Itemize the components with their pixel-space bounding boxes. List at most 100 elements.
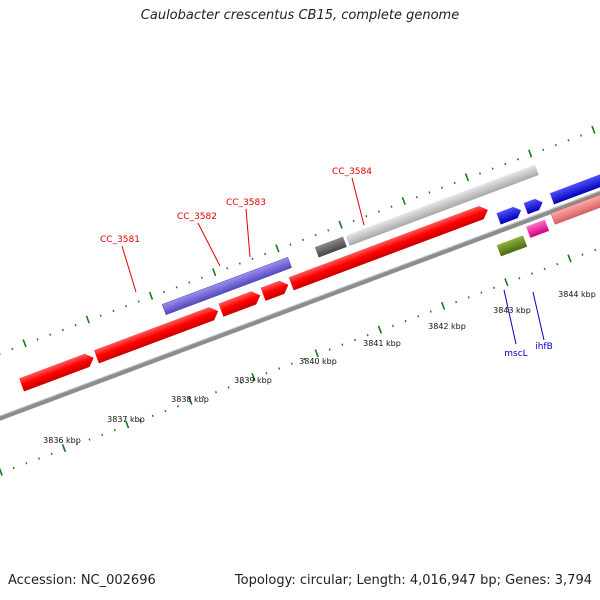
inner-minor-tick	[341, 343, 344, 346]
outer-minor-tick	[542, 148, 545, 151]
inner-minor-tick	[543, 267, 546, 271]
outer-minor-tick	[137, 300, 140, 303]
inner-minor-tick	[50, 452, 53, 455]
gene-label-ihfb: ihfB	[535, 342, 553, 352]
inner-minor-tick	[429, 310, 432, 313]
inner-minor-tick	[556, 262, 559, 266]
outer-minor-tick	[188, 281, 191, 284]
inner-minor-tick	[139, 419, 142, 422]
outer-minor-tick	[554, 143, 557, 147]
inner-major-tick	[251, 372, 256, 381]
scale-label-3844: 3844 kbp	[558, 290, 596, 299]
inner-minor-tick	[417, 315, 420, 318]
outer-major-tick	[212, 268, 217, 277]
outer-minor-tick	[238, 262, 241, 265]
blast-hit-gray[interactable]	[345, 164, 539, 246]
scale-labels: 3836 kbp 3837 kbp 3838 kbp 3839 kbp 3840…	[43, 290, 596, 445]
outer-minor-tick	[441, 186, 444, 189]
genome-backbone-highlight	[0, 123, 600, 424]
gene-label-cc3581: CC_3581	[100, 235, 140, 245]
inner-major-tick	[0, 467, 3, 476]
feature-green[interactable]	[496, 235, 528, 257]
leader-ihfb	[532, 291, 545, 341]
blast-hit-purple[interactable]	[161, 257, 292, 316]
inner-minor-tick	[101, 433, 104, 436]
outer-tick-ring	[0, 125, 596, 355]
outer-minor-tick	[580, 134, 583, 137]
outer-minor-tick	[175, 286, 178, 289]
outer-minor-tick	[49, 333, 52, 336]
outer-major-tick	[338, 220, 343, 229]
genome-summary: Topology: circular; Length: 4,016,947 bp…	[234, 573, 592, 588]
inner-minor-tick	[164, 409, 167, 413]
inner-minor-tick	[391, 324, 394, 327]
outer-minor-tick	[36, 338, 39, 341]
leader-mscl	[503, 289, 517, 345]
inner-major-tick	[61, 444, 67, 453]
leader-cc3581	[121, 245, 137, 293]
cds-arrow-cc3584[interactable]	[288, 204, 491, 291]
inner-minor-tick	[214, 390, 217, 394]
inner-major-tick	[314, 349, 319, 358]
blast-hit-dark[interactable]	[314, 236, 347, 258]
cds-arrow-cc3581[interactable]	[94, 305, 221, 364]
scale-label-3842: 3842 kbp	[428, 322, 466, 331]
inner-minor-tick	[12, 466, 15, 470]
outer-minor-tick	[415, 196, 418, 199]
cds-arrow-1[interactable]	[19, 351, 96, 392]
inner-minor-tick	[594, 248, 597, 252]
outer-minor-tick	[251, 257, 254, 261]
accession-label: Accession: NC_002696	[8, 573, 156, 588]
outer-major-tick	[464, 173, 470, 182]
leader-cc3582	[197, 222, 221, 267]
gene-arrow-ihfb[interactable]	[523, 197, 545, 215]
outer-minor-tick	[491, 167, 494, 170]
leader-cc3584	[351, 177, 365, 226]
outer-major-tick	[22, 339, 27, 348]
inner-minor-tick	[265, 371, 268, 375]
outer-minor-tick	[365, 214, 368, 218]
gene-arrow-blue-right[interactable]	[549, 160, 600, 205]
outer-minor-tick	[390, 205, 393, 208]
outer-minor-tick	[314, 233, 317, 237]
inner-minor-tick	[480, 291, 483, 294]
outer-minor-tick	[352, 219, 355, 223]
inner-minor-tick	[493, 286, 496, 290]
outer-minor-tick	[61, 328, 64, 332]
outer-minor-tick	[289, 243, 292, 246]
scale-label-3843: 3843 kbp	[493, 306, 531, 315]
gene-arrow-mscl[interactable]	[496, 205, 524, 225]
genome-backbone	[0, 123, 600, 427]
inner-minor-tick	[455, 300, 458, 304]
inner-minor-tick	[88, 438, 91, 441]
outer-minor-tick	[504, 162, 507, 166]
inner-major-tick	[440, 301, 446, 310]
feature-pink[interactable]	[526, 219, 550, 238]
outer-minor-tick	[516, 158, 519, 161]
outer-minor-tick	[264, 252, 267, 256]
outer-minor-tick	[162, 290, 166, 294]
outer-minor-tick	[327, 229, 330, 232]
cds-arrow-cc3582[interactable]	[218, 289, 263, 317]
scale-label-3841: 3841 kbp	[363, 339, 401, 348]
inner-minor-tick	[581, 253, 584, 256]
gene-label-mscl: mscL	[504, 349, 527, 359]
cds-arrow-cc3583[interactable]	[260, 278, 291, 301]
inner-minor-tick	[278, 367, 281, 370]
inner-major-tick	[504, 278, 509, 287]
inner-minor-tick	[37, 457, 41, 460]
inner-minor-tick	[467, 296, 470, 299]
outer-minor-tick	[74, 324, 77, 327]
outer-major-tick	[591, 125, 596, 134]
inner-major-tick	[188, 396, 193, 405]
outer-major-tick	[85, 315, 90, 324]
scale-label-3838: 3838 kbp	[171, 395, 209, 404]
outer-minor-tick	[226, 267, 229, 270]
inner-minor-tick	[354, 338, 357, 342]
inner-minor-tick	[366, 334, 369, 337]
scale-label-3837: 3837 kbp	[107, 415, 145, 424]
scale-label-3840: 3840 kbp	[299, 357, 337, 366]
inner-minor-tick	[151, 414, 154, 418]
outer-minor-tick	[200, 276, 203, 279]
outer-minor-tick	[377, 210, 380, 213]
